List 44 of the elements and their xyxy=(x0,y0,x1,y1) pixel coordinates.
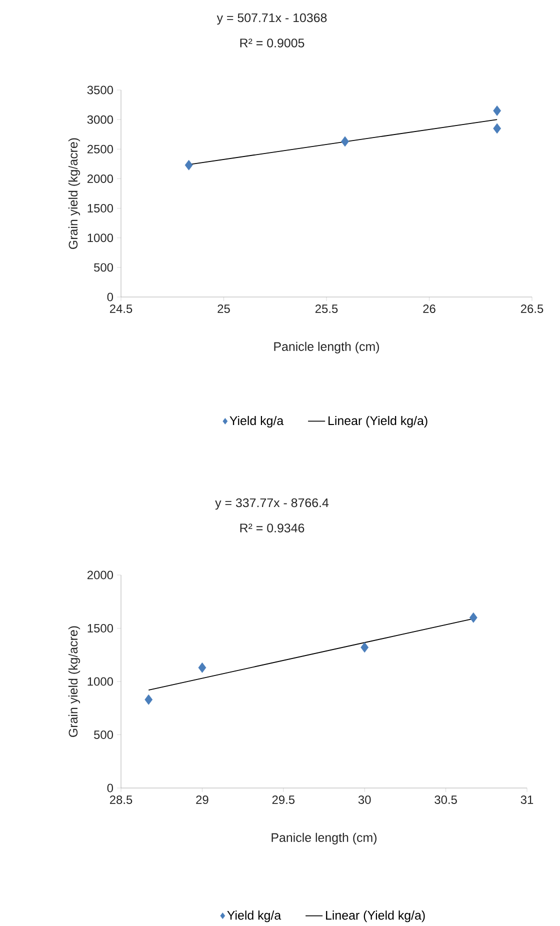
point xyxy=(144,694,153,705)
text: R² = 0.9346 xyxy=(240,524,304,532)
y-tick-label: 3500 xyxy=(87,86,114,94)
y-tick-label: 500 xyxy=(94,730,114,739)
x-axis-title: Panicle length (cm) xyxy=(274,342,379,354)
x-tick-label: 30 xyxy=(358,796,371,804)
point xyxy=(469,612,478,623)
y-tick-label: 500 xyxy=(94,263,114,272)
y-tick-label: 2500 xyxy=(87,144,114,154)
point xyxy=(493,123,502,134)
y-tick-label: 2000 xyxy=(87,570,114,580)
x-tick-label: 31 xyxy=(520,796,534,804)
x-tick-label: 26 xyxy=(423,304,436,313)
y-axis-title: Grain yield (kg/acre) xyxy=(68,138,80,249)
x-axis-title: Panicle length (cm) xyxy=(272,832,376,844)
x-tick-label: 29.5 xyxy=(272,796,295,804)
point xyxy=(341,136,349,147)
y-tick-label: 0 xyxy=(107,784,114,792)
y-tick-label: 1000 xyxy=(88,677,114,686)
y-tick-label: 0 xyxy=(107,292,114,302)
x-tick-label: 25.5 xyxy=(315,304,338,313)
y-tick-label: 3000 xyxy=(87,115,114,124)
y-axis-title: Grain yield (kg/acre) xyxy=(68,626,80,737)
x-tick-label: 24.5 xyxy=(110,304,132,313)
legend-label: Yield kg/a xyxy=(230,416,284,428)
text: y = 507.71x - 10368 xyxy=(216,13,327,25)
x-tick-label: 26.5 xyxy=(520,304,544,313)
point xyxy=(360,642,369,653)
text: y = 337.77x - 8766.4 xyxy=(215,498,329,510)
x-tick-label: 28.5 xyxy=(110,796,132,804)
legend-label: Linear (Yield kg/a) xyxy=(328,416,428,428)
point xyxy=(493,106,502,116)
point xyxy=(184,160,193,170)
legend-label: Linear (Yield kg/a) xyxy=(326,910,425,922)
point xyxy=(198,662,206,673)
y-tick-label: 2000 xyxy=(87,174,114,183)
y-tick-label: 1500 xyxy=(88,204,114,213)
y-tick-label: 1000 xyxy=(88,234,114,242)
y-tick-label: 1500 xyxy=(88,624,114,632)
legend-label: Yield kg/a xyxy=(227,910,282,922)
x-tick-label: 30.5 xyxy=(434,796,457,804)
x-tick-label: 29 xyxy=(196,796,208,804)
text: R² = 0.9005 xyxy=(240,38,304,48)
x-tick-label: 25 xyxy=(218,304,230,313)
